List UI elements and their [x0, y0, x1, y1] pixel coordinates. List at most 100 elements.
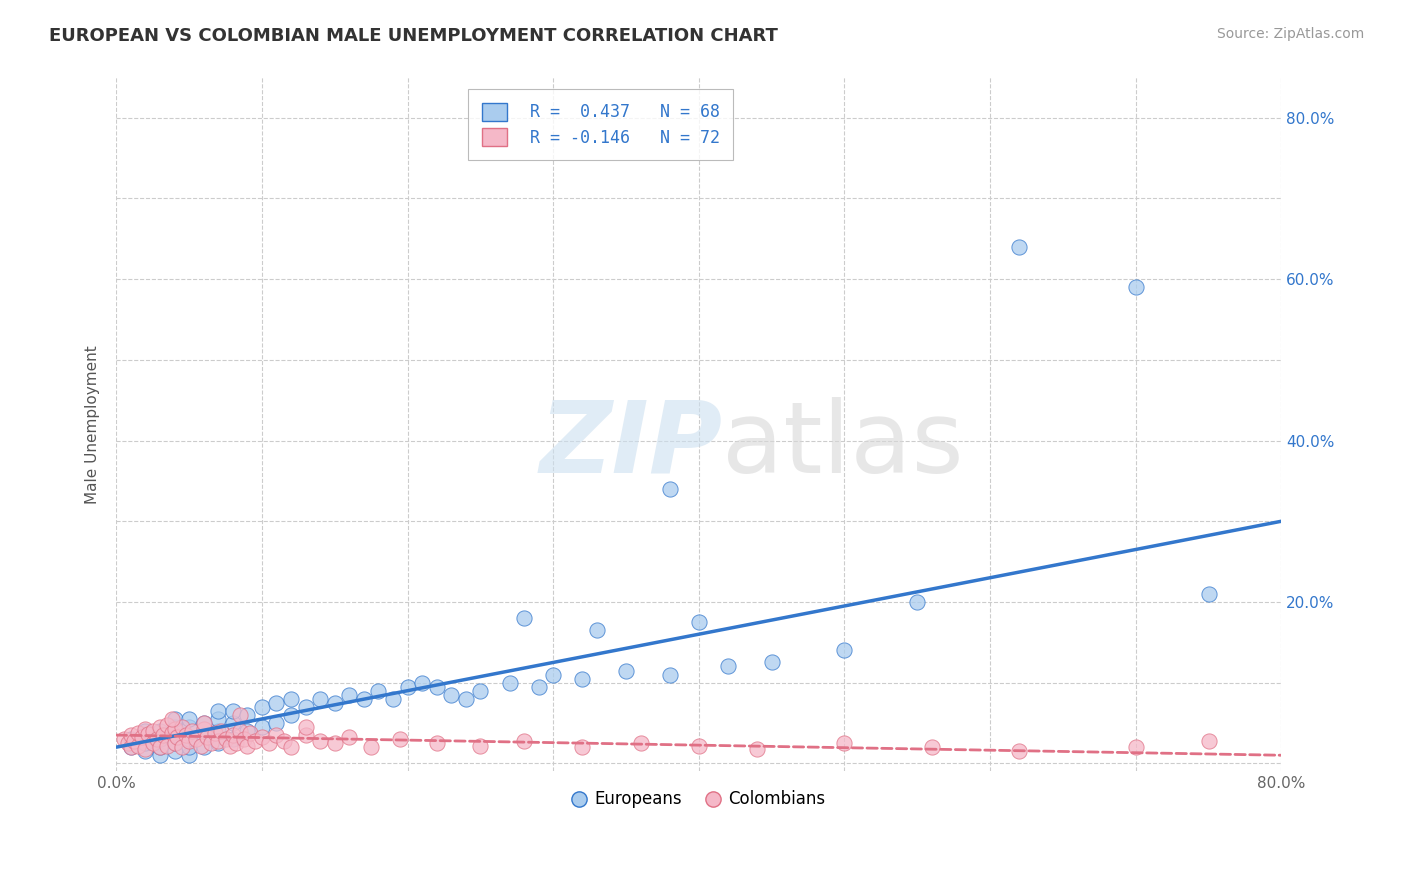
Point [112, 732, 135, 747]
Point [239, 725, 262, 739]
Point [177, 740, 200, 755]
Point [177, 733, 200, 747]
Point [614, 664, 637, 678]
Point [761, 656, 783, 670]
Point [236, 724, 259, 739]
Point [134, 728, 156, 742]
Point [117, 736, 139, 750]
Point [630, 736, 652, 750]
Point [163, 723, 186, 737]
Point [498, 675, 520, 690]
Point [134, 723, 156, 737]
Point [337, 688, 360, 702]
Point [149, 740, 172, 755]
Point [222, 732, 245, 747]
Point [541, 667, 564, 681]
Point [163, 736, 186, 750]
Point [163, 728, 186, 742]
Point [163, 712, 186, 726]
Point [127, 739, 149, 753]
Point [160, 725, 183, 739]
Point [146, 732, 169, 747]
Point [163, 720, 186, 734]
Point [222, 715, 245, 730]
Point [389, 732, 412, 747]
Point [1008, 240, 1031, 254]
Point [470, 739, 492, 753]
Point [229, 724, 252, 739]
Point [222, 728, 245, 742]
Point [717, 659, 740, 673]
Point [134, 736, 156, 750]
Point [257, 736, 280, 750]
Point [586, 623, 609, 637]
Point [207, 712, 229, 726]
Point [127, 725, 149, 739]
Point [166, 731, 188, 745]
Point [120, 740, 142, 755]
Point [120, 728, 142, 742]
Point [309, 691, 332, 706]
Point [200, 736, 222, 750]
Point [177, 712, 200, 726]
Point [688, 615, 710, 629]
Point [426, 736, 449, 750]
Point [131, 731, 153, 745]
Point [360, 740, 382, 755]
Point [280, 691, 302, 706]
Point [309, 733, 332, 747]
Point [905, 595, 928, 609]
Point [382, 691, 405, 706]
Point [280, 707, 302, 722]
Text: Source: ZipAtlas.com: Source: ZipAtlas.com [1216, 27, 1364, 41]
Point [1125, 740, 1147, 755]
Legend: Europeans, Colombians: Europeans, Colombians [565, 784, 832, 815]
Point [152, 728, 174, 742]
Point [149, 720, 172, 734]
Point [142, 736, 165, 750]
Point [207, 704, 229, 718]
Point [513, 733, 536, 747]
Point [193, 715, 215, 730]
Point [156, 717, 179, 731]
Point [294, 720, 316, 734]
Point [353, 691, 375, 706]
Point [658, 667, 681, 681]
Point [454, 691, 477, 706]
Point [1198, 733, 1220, 747]
Point [120, 732, 142, 747]
Point [233, 732, 256, 747]
Point [250, 720, 273, 734]
Point [337, 731, 360, 745]
Text: atlas: atlas [723, 397, 963, 494]
Point [134, 724, 156, 739]
Point [440, 688, 463, 702]
Point [218, 739, 240, 753]
Point [181, 724, 204, 739]
Point [170, 720, 193, 734]
Point [266, 728, 288, 742]
Point [236, 707, 259, 722]
Point [177, 720, 200, 734]
Point [149, 740, 172, 755]
Point [122, 733, 145, 747]
Point [294, 728, 316, 742]
Y-axis label: Male Unemployment: Male Unemployment [86, 345, 100, 504]
Point [207, 724, 229, 739]
Point [294, 699, 316, 714]
Point [834, 643, 856, 657]
Point [323, 696, 346, 710]
Point [266, 696, 288, 710]
Point [209, 724, 232, 739]
Point [243, 733, 266, 747]
Point [396, 680, 419, 694]
Point [149, 724, 172, 739]
Point [323, 736, 346, 750]
Point [170, 740, 193, 755]
Point [745, 741, 768, 756]
Point [250, 731, 273, 745]
Point [149, 748, 172, 763]
Point [174, 728, 197, 742]
Point [834, 736, 856, 750]
Point [222, 704, 245, 718]
